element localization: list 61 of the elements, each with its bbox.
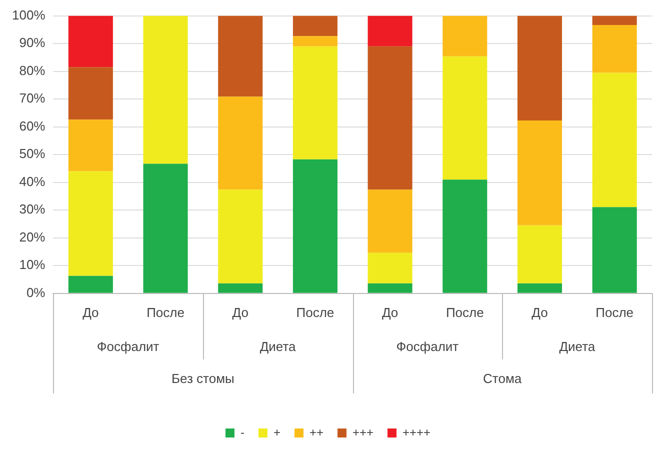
legend-label: ++++ [402, 425, 431, 440]
x-tick-label: До [82, 304, 99, 320]
bar [368, 252, 412, 284]
bar [292, 16, 338, 36]
y-tick-label: 30% [19, 202, 46, 217]
x-tick-label: После [596, 304, 634, 320]
text: Без стомы [172, 370, 234, 386]
text: Диета [559, 338, 596, 354]
text: Диета [260, 338, 296, 354]
bar [517, 283, 562, 293]
y-tick-label: 90% [19, 35, 46, 50]
bar [292, 36, 338, 46]
x-tick-label: До [382, 304, 398, 320]
text: Фосфалит [96, 338, 160, 354]
bar [68, 16, 113, 68]
y-tick-label: 20% [19, 229, 46, 244]
bar [68, 120, 113, 172]
bar [143, 164, 188, 293]
x-tick-label: После [446, 304, 484, 320]
bar [218, 190, 263, 284]
y-tick-label: 50% [19, 146, 46, 162]
bar [218, 16, 263, 97]
x-tick-label: До [232, 304, 248, 320]
legend-label: + [273, 425, 280, 440]
bar [68, 67, 113, 120]
y-tick-label: 70% [19, 90, 46, 106]
bar [368, 46, 412, 190]
bar [368, 283, 412, 293]
bar [517, 120, 562, 226]
bar [68, 276, 113, 293]
bar [592, 24, 637, 73]
y-tick-label: 100% [12, 7, 46, 22]
y-tick-label: 10% [19, 257, 46, 272]
text: Стома [483, 370, 522, 386]
y-tick-label: 80% [19, 62, 46, 78]
y-tick-label: 0% [26, 284, 46, 300]
bar [292, 46, 338, 160]
bar [442, 16, 488, 56]
bar [517, 225, 562, 284]
bar [592, 72, 637, 208]
y-tick-label: 60% [19, 118, 46, 134]
bar [368, 16, 412, 46]
bar [368, 190, 412, 253]
x-tick-label: После [146, 304, 184, 320]
x-tick-label: После [296, 304, 334, 320]
bar [68, 171, 113, 276]
bar [442, 56, 488, 180]
y-tick-label: 40% [19, 174, 46, 189]
bar [442, 180, 488, 293]
legend-label: - [240, 425, 244, 440]
legend-label: ++ [309, 425, 324, 440]
bar [592, 207, 637, 293]
text: Фосфалит [396, 338, 459, 354]
bar [592, 16, 637, 25]
bar [143, 16, 188, 164]
x-tick-label: До [532, 304, 548, 320]
bar [292, 159, 338, 293]
bar [218, 96, 263, 190]
bar [218, 283, 263, 293]
legend-label: +++ [352, 425, 374, 440]
bar [517, 16, 562, 120]
